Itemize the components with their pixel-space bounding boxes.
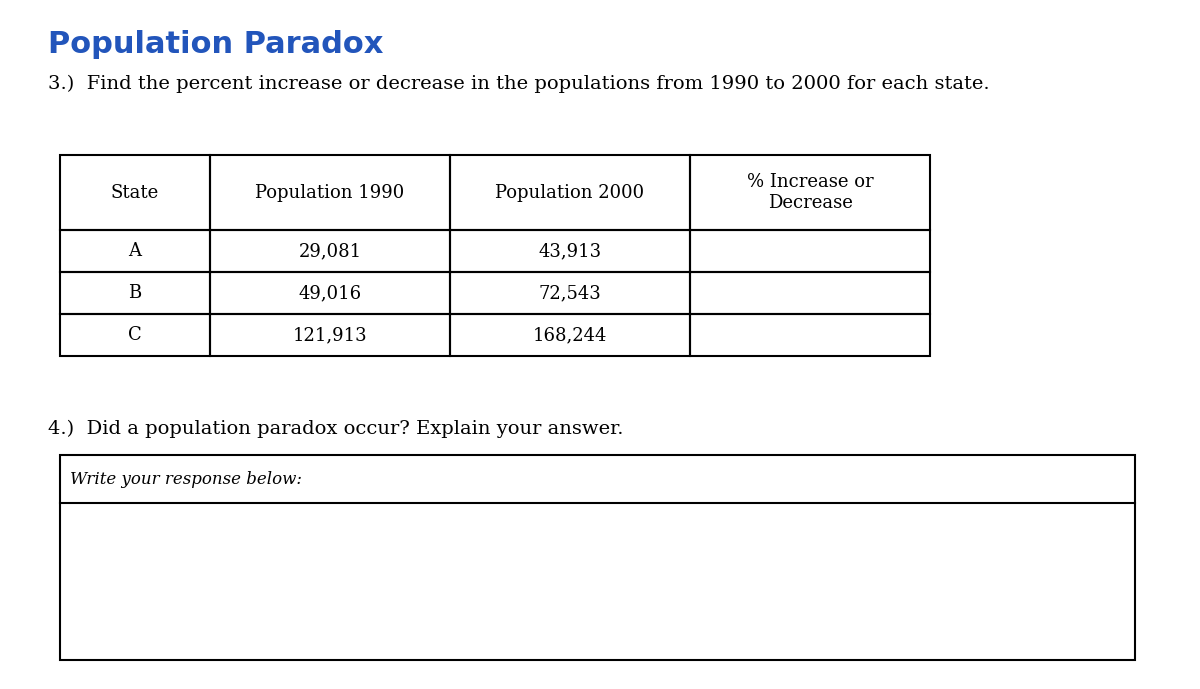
Bar [450, 155, 690, 230]
Bar [60, 272, 210, 314]
Text: % Increase or
Decrease: % Increase or Decrease [746, 173, 874, 212]
Text: A: A [128, 242, 142, 260]
Bar [210, 314, 450, 356]
Bar [210, 230, 450, 272]
Bar [450, 314, 690, 356]
Text: 49,016: 49,016 [299, 284, 361, 302]
Text: B: B [128, 284, 142, 302]
Text: 3.)  Find the percent increase or decrease in the populations from 1990 to 2000 : 3.) Find the percent increase or decreas… [48, 75, 990, 93]
Bar [690, 272, 930, 314]
Bar [210, 272, 450, 314]
Bar [690, 230, 930, 272]
Bar [210, 155, 450, 230]
Text: Write your response below:: Write your response below: [70, 471, 302, 488]
Text: 168,244: 168,244 [533, 326, 607, 344]
Bar [60, 314, 210, 356]
Text: Population Paradox: Population Paradox [48, 30, 383, 59]
Text: 121,913: 121,913 [293, 326, 367, 344]
Text: 72,543: 72,543 [539, 284, 601, 302]
Text: Population 1990: Population 1990 [256, 183, 404, 201]
Bar [450, 272, 690, 314]
Text: 4.)  Did a population paradox occur? Explain your answer.: 4.) Did a population paradox occur? Expl… [48, 420, 624, 438]
Text: 43,913: 43,913 [539, 242, 601, 260]
Text: 29,081: 29,081 [299, 242, 361, 260]
Text: State: State [110, 183, 160, 201]
Bar [450, 230, 690, 272]
Bar [60, 455, 1135, 660]
Bar [60, 230, 210, 272]
Bar [60, 155, 210, 230]
Bar [690, 314, 930, 356]
Bar [690, 155, 930, 230]
Text: C: C [128, 326, 142, 344]
Text: Population 2000: Population 2000 [496, 183, 644, 201]
